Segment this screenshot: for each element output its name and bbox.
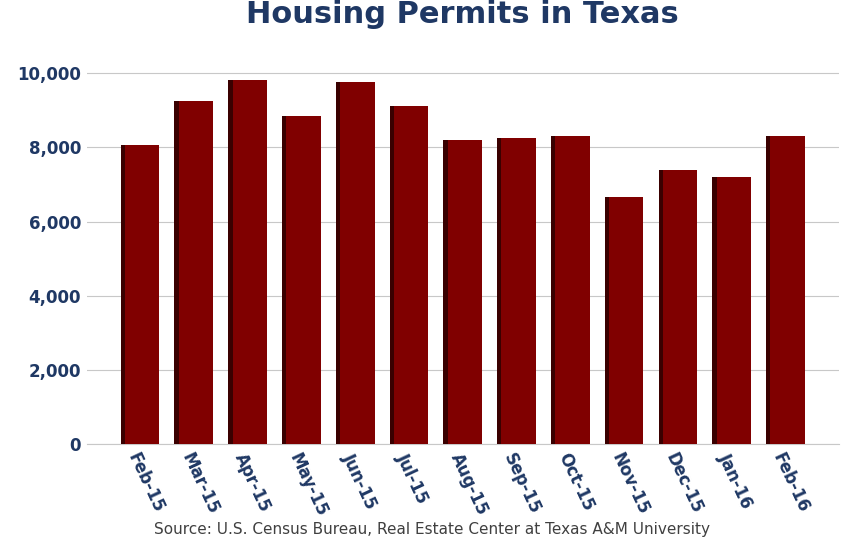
Bar — [713, 177, 716, 444]
Bar — [497, 138, 502, 444]
Bar — [121, 145, 159, 444]
Bar — [444, 140, 482, 444]
Bar — [228, 81, 267, 444]
Bar — [389, 106, 394, 444]
Bar — [282, 116, 286, 444]
Bar — [336, 82, 375, 444]
Bar — [497, 138, 536, 444]
Bar — [175, 101, 179, 444]
Bar — [551, 136, 555, 444]
Bar — [766, 136, 804, 444]
Bar — [658, 170, 697, 444]
Bar — [175, 101, 213, 444]
Bar — [658, 170, 663, 444]
Bar — [282, 116, 321, 444]
Bar — [713, 177, 751, 444]
Bar — [336, 82, 340, 444]
Bar — [228, 81, 233, 444]
Title: Housing Permits in Texas: Housing Permits in Texas — [247, 0, 679, 29]
Text: Source: U.S. Census Bureau, Real Estate Center at Texas A&M University: Source: U.S. Census Bureau, Real Estate … — [155, 521, 710, 537]
Bar — [605, 197, 644, 444]
Bar — [605, 197, 609, 444]
Bar — [551, 136, 590, 444]
Bar — [766, 136, 771, 444]
Bar — [444, 140, 448, 444]
Bar — [121, 145, 125, 444]
Bar — [389, 106, 428, 444]
